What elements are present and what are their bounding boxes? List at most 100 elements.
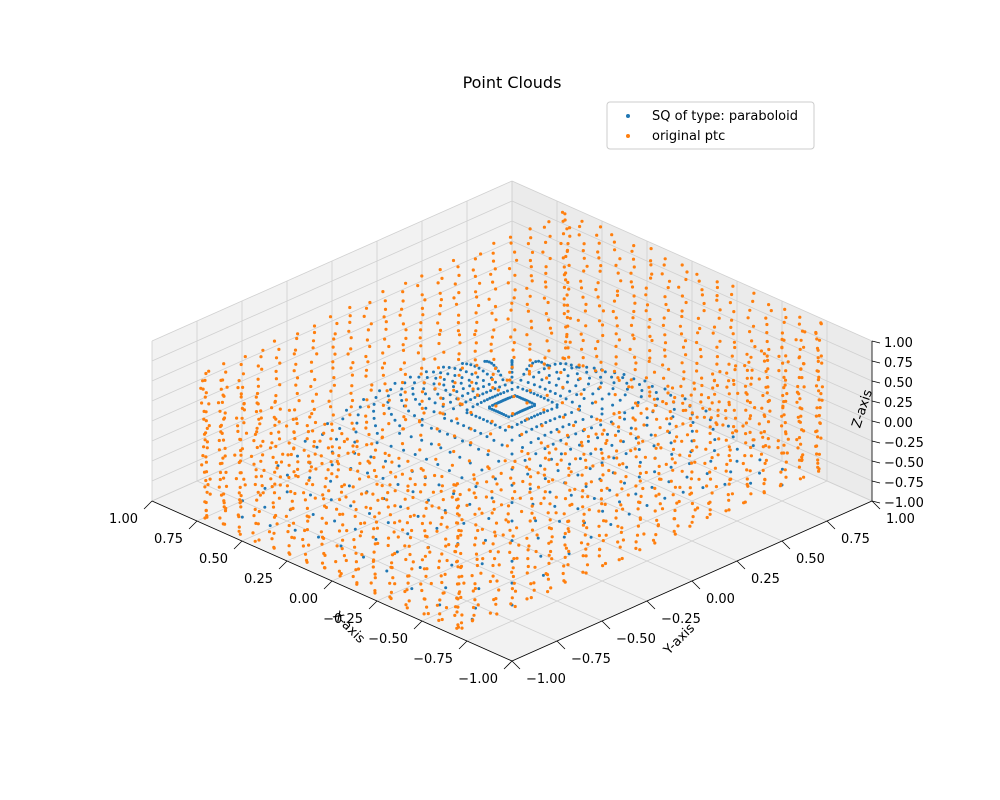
scatter-point [252,439,256,443]
scatter-point [257,417,261,421]
scatter-point [673,461,677,465]
scatter-point [305,437,309,441]
scatter-point [458,402,462,406]
scatter-point [201,454,205,458]
scatter-point [254,475,258,479]
scatter-point [637,500,641,504]
scatter-point [581,570,585,574]
scatter-point [638,479,642,483]
scatter-point [557,430,561,434]
scatter-point [600,463,605,467]
scatter-point [535,533,539,537]
scatter-point [555,462,559,466]
scatter-point [683,397,687,401]
scatter-point [527,372,532,376]
scatter-point [579,440,584,444]
scatter-point [507,415,511,419]
scatter-point [458,492,462,497]
scatter-point [448,393,452,397]
scatter-point [710,491,714,495]
scatter-point [406,581,410,585]
scatter-point [477,366,481,370]
scatter-point [567,355,571,359]
scatter-point [796,415,800,419]
scatter-point [335,507,339,511]
scatter-point [457,313,461,317]
scatter-point [567,263,571,267]
scatter-point [222,362,226,366]
scatter-point [341,417,345,421]
z-tick [871,360,881,364]
scatter-point [348,320,352,324]
scatter-point [598,418,603,422]
scatter-point [590,426,593,430]
scatter-point [541,250,545,254]
scatter-point [383,382,387,386]
scatter-point [710,401,714,405]
scatter-point [340,432,344,436]
scatter-point [576,507,580,511]
scatter-point [281,452,285,456]
scatter-point [322,551,326,556]
scatter-point [423,554,427,558]
scatter-point [614,355,618,359]
scatter-point [465,411,469,415]
scatter-point [634,427,638,431]
scatter-point [259,416,263,420]
scatter-point [627,512,631,516]
scatter-point [538,385,542,389]
scatter-point [472,477,476,481]
scatter-point [477,447,481,451]
scatter-point [413,482,417,487]
scatter-point [644,293,648,297]
scatter-point [260,367,264,371]
z-tick [871,480,881,484]
scatter-point [314,392,318,396]
scatter-point [513,288,517,292]
scatter-point [638,464,642,468]
scatter-point [543,280,548,284]
scatter-point [640,389,644,392]
scatter-point [485,372,489,376]
scatter-point [567,423,571,426]
scatter-point [800,455,804,459]
scatter-point [669,465,673,469]
scatter-point [745,376,749,380]
scatter-point [653,509,657,513]
scatter-point [404,398,408,402]
scatter-point [689,423,693,428]
scatter-point [760,406,764,410]
scatter-point [491,251,495,255]
scatter-point [387,344,391,349]
scatter-point [471,268,475,272]
scatter-point [749,355,753,359]
scatter-point [256,377,260,381]
scatter-point [553,504,557,508]
scatter-point [732,408,736,412]
scatter-point [460,613,464,617]
scatter-point [393,582,397,586]
scatter-point [619,439,623,443]
scatter-point [465,362,469,366]
x-tick [323,580,333,590]
scatter-point [745,392,749,396]
scatter-point [693,387,697,391]
scatter-point [311,429,315,433]
scatter-point [216,401,221,405]
scatter-point [621,440,625,444]
scatter-point [367,475,371,479]
scatter-point [648,317,652,322]
scatter-point [313,420,318,425]
scatter-point [636,435,640,439]
scatter-point [668,422,672,426]
scatter-point [199,386,203,390]
scatter-point [364,354,368,359]
scatter-point [727,362,731,366]
scatter-point [581,523,586,527]
scatter-point [368,512,371,515]
scatter-point [730,318,734,322]
scatter-point [727,482,731,486]
scatter-point [663,257,667,261]
scatter-point [270,537,274,541]
